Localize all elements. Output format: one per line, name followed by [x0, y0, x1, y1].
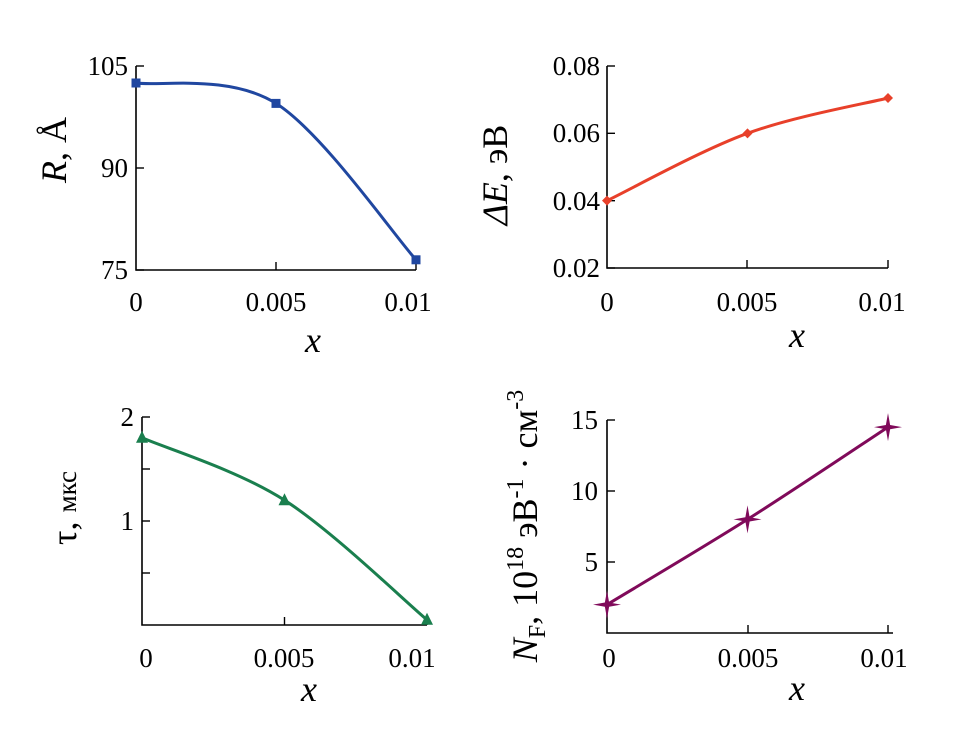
y-axis-label: R, Å	[34, 117, 74, 184]
y-tick-label: 0.08	[553, 51, 600, 81]
panel-radius-axes	[135, 66, 416, 271]
y-axis-unit: Å	[34, 117, 74, 143]
y-axis-sep: ,	[475, 164, 515, 182]
y-axis-unit-dot: · см	[505, 410, 545, 479]
y-tick-label: 2	[121, 402, 135, 432]
panel-state-density-series	[593, 413, 902, 619]
x-axis-label: x	[304, 320, 321, 360]
panel-radius: 75 90 105 0 0.005 0.01 x R, Å	[34, 51, 432, 360]
y-tick-label: 0.06	[553, 118, 600, 148]
y-axis-sep: ,	[34, 143, 74, 161]
y-axis-unit-exp2: -1	[503, 478, 529, 498]
data-point	[136, 430, 148, 443]
y-tick-label: 15	[571, 405, 598, 435]
x-tick-label: 0.005	[254, 643, 315, 673]
y-tick-label: 90	[101, 153, 128, 183]
y-axis-label: NF, 1018 эВ-1 · см-3	[503, 390, 551, 664]
panel-lifetime-series	[136, 430, 433, 625]
x-tick-label: 0	[602, 643, 616, 673]
panel-radius-y-ticks: 75 90 105	[88, 51, 144, 285]
panel-energy-gap-axes	[606, 66, 888, 269]
y-axis-sub: F	[525, 625, 551, 638]
data-point	[421, 612, 433, 625]
data-point	[742, 128, 753, 139]
y-axis-unit-exp: 18	[503, 547, 529, 571]
panel-lifetime-x-ticks: 0 0.005 0.01	[139, 617, 436, 673]
y-axis-unit: мкс	[52, 471, 82, 513]
x-tick-label: 0	[600, 287, 614, 317]
panel-energy-gap-y-ticks: 0.02 0.04 0.06 0.08	[553, 51, 615, 283]
series-line	[135, 81, 418, 261]
x-tick-label: 0.01	[860, 643, 907, 673]
data-point	[271, 98, 281, 108]
x-tick-label: 0.01	[858, 287, 905, 317]
x-tick-label: 0.005	[246, 287, 307, 317]
x-tick-label: 0.005	[718, 643, 779, 673]
x-axis-label: x	[788, 315, 805, 355]
y-tick-label: 105	[88, 51, 129, 81]
data-point	[593, 590, 621, 619]
panel-lifetime-y-ticks: 1 2	[121, 402, 150, 574]
panel-state-density-x-ticks: 0 0.005 0.01	[602, 625, 908, 673]
y-axis-var: R	[34, 161, 74, 184]
y-axis-sep: ,	[505, 607, 545, 625]
y-tick-label: 1	[121, 506, 135, 536]
y-tick-label: 0.04	[553, 186, 601, 216]
data-point	[874, 413, 902, 442]
y-tick-label: 10	[571, 476, 598, 506]
panel-radius-x-ticks: 0 0.005 0.01	[129, 262, 432, 317]
panel-lifetime-axes	[141, 417, 427, 626]
panel-energy-gap-x-ticks: 0 0.005 0.01	[600, 260, 906, 317]
y-axis-sep: ,	[44, 513, 84, 531]
x-tick-label: 0.01	[384, 287, 431, 317]
data-point	[883, 92, 893, 103]
x-axis-label: x	[788, 668, 805, 708]
y-axis-var: ΔE	[475, 182, 515, 227]
x-tick-label: 0.005	[717, 287, 778, 317]
data-point	[733, 505, 762, 534]
panel-energy-gap: 0.02 0.04 0.06 0.08 0 0.005 0.01 x ΔE, э…	[475, 51, 906, 355]
x-axis-label: x	[300, 669, 317, 709]
panel-state-density-y-ticks: 5 10 15	[571, 405, 615, 577]
y-tick-label: 75	[101, 255, 128, 285]
panel-lifetime: 1 2 0 0.005 0.01 x τ, мкс	[44, 402, 436, 709]
series-line	[606, 96, 889, 203]
x-tick-label: 0	[129, 287, 143, 317]
series-line	[141, 436, 428, 621]
data-point	[411, 255, 421, 265]
y-tick-label: 5	[585, 547, 599, 577]
x-tick-label: 0.01	[388, 643, 435, 673]
y-axis-unit-base: 10	[505, 571, 545, 607]
y-axis-unit: эВ	[475, 125, 515, 164]
data-point	[131, 78, 141, 88]
y-axis-label: τ, мкс	[44, 471, 84, 545]
y-tick-label: 0.02	[553, 253, 600, 283]
panel-state-density: 5 10 15 0 0.005 0.01 x NF, 1018 эВ-1 · с…	[503, 390, 908, 708]
data-point	[602, 195, 612, 206]
x-tick-label: 0	[139, 643, 153, 673]
y-axis-unit-exp3: -3	[503, 390, 529, 410]
y-axis-var: τ	[44, 531, 84, 545]
y-axis-label: ΔE, эВ	[475, 125, 515, 228]
y-axis-var: N	[505, 636, 545, 663]
panel-energy-gap-series	[602, 92, 893, 206]
data-point	[278, 493, 291, 506]
panel-radius-series	[131, 78, 421, 265]
y-axis-unit-mid: эВ	[505, 498, 545, 546]
